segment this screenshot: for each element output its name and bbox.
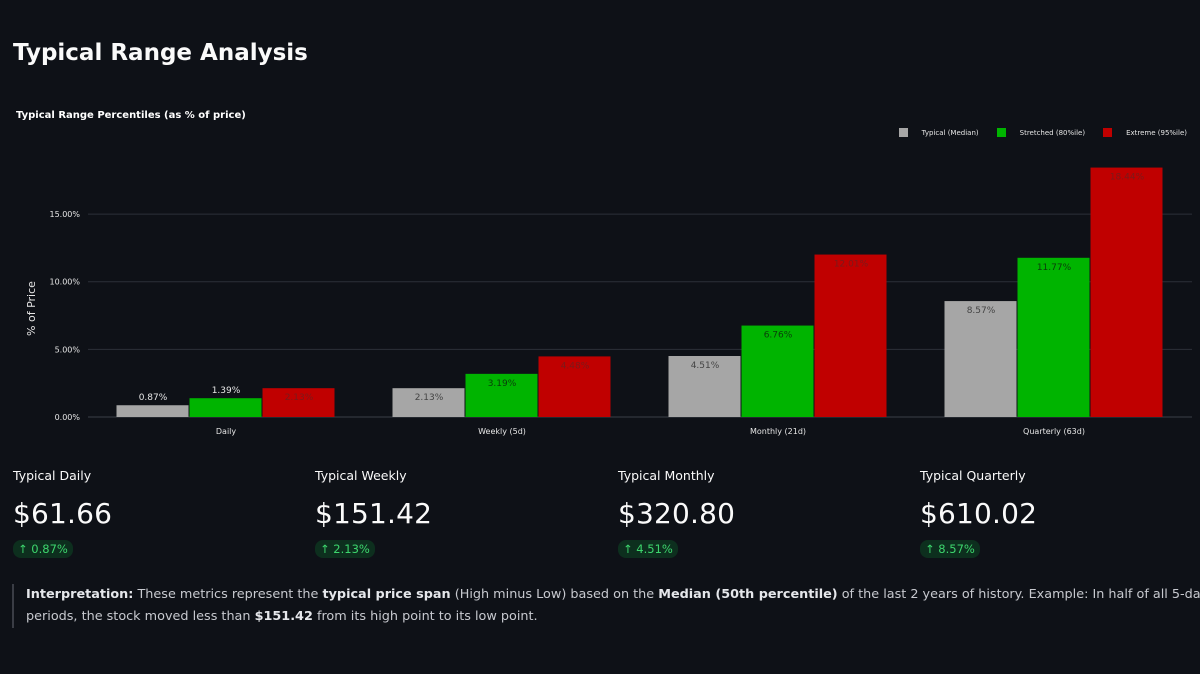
x-tick-label: Monthly (21d) [750, 427, 806, 436]
metric-label: Typical Weekly [315, 468, 407, 483]
metric-monthly: Typical Monthly $320.80 ↑ 4.51% [618, 468, 908, 558]
metric-label: Typical Daily [13, 468, 92, 483]
metric-delta: ↑ 4.51% [618, 540, 678, 558]
data-label: 2.13% [285, 393, 314, 403]
interp-text: (High minus Low) based on the [450, 587, 659, 602]
bar [538, 356, 611, 417]
x-tick-label: Weekly (5d) [478, 427, 526, 436]
bar-chart: 0.00% 5.00% 10.00% 15.00% % of Price 0.87% 1.3… [25, 167, 1192, 436]
metric-daily: Typical Daily $61.66 ↑ 0.87% [13, 468, 303, 558]
legend-item-extreme[interactable]: Extreme (95%ile) [1103, 128, 1187, 137]
legend-label-extreme: Extreme (95%ile) [1126, 128, 1187, 137]
bar [814, 254, 887, 417]
interp-bold: $151.42 [254, 609, 313, 624]
bar [465, 373, 538, 417]
interp-bold: typical price span [322, 587, 451, 602]
y-tick-label: 15.00% [49, 210, 80, 219]
bar [668, 355, 741, 417]
bar [116, 405, 189, 417]
data-label: 11.77% [1037, 263, 1072, 273]
legend-item-stretched[interactable]: Stretched (80%ile) [996, 128, 1086, 137]
bar [189, 398, 262, 417]
data-label: 3.19% [488, 379, 517, 389]
data-label: 1.39% [212, 386, 241, 396]
bar [1090, 167, 1163, 417]
chart-legend: Typical (Median) Stretched (80%ile) Extr… [881, 128, 1187, 137]
legend-swatch-extreme [1103, 128, 1113, 137]
metric-delta: ↑ 8.57% [920, 540, 980, 558]
page-title: Typical Range Analysis [13, 40, 308, 66]
data-label: 4.51% [691, 361, 720, 371]
legend-swatch-typical [898, 128, 908, 137]
bar [1017, 257, 1090, 417]
y-tick-label: 0.00% [55, 413, 81, 422]
interp-text: These metrics represent the [133, 587, 323, 602]
interp-text: from its high point to its low point. [312, 609, 538, 624]
legend-label-typical: Typical (Median) [921, 128, 979, 137]
metric-label: Typical Quarterly [920, 468, 1026, 483]
metric-weekly: Typical Weekly $151.42 ↑ 2.13% [315, 468, 605, 558]
y-tick-label: 5.00% [55, 345, 81, 354]
bar [741, 325, 814, 417]
data-label: 4.48% [561, 361, 590, 371]
data-label: 0.87% [139, 393, 168, 403]
chart-title: Typical Range Percentiles (as % of price… [16, 110, 246, 121]
interp-lead: Interpretation: [26, 587, 134, 602]
metric-quarterly: Typical Quarterly $610.02 ↑ 8.57% [920, 468, 1200, 558]
interp-text: of the last 2 years of history. Example:… [26, 587, 1200, 624]
metric-delta: ↑ 2.13% [315, 540, 375, 558]
metric-value: $151.42 [315, 497, 433, 530]
bar [262, 388, 335, 417]
x-tick-label: Daily [216, 427, 237, 436]
legend-item-typical[interactable]: Typical (Median) [898, 128, 979, 137]
data-label: 18.44% [1110, 173, 1145, 183]
legend-label-stretched: Stretched (80%ile) [1019, 128, 1086, 137]
metric-value: $61.66 [13, 497, 113, 530]
bar [944, 301, 1017, 417]
data-label: 12.01% [834, 260, 869, 270]
y-tick-label: 10.00% [49, 278, 80, 287]
bar [392, 388, 465, 417]
metric-label: Typical Monthly [618, 468, 715, 483]
metric-value: $610.02 [920, 497, 1038, 530]
metric-value: $320.80 [618, 497, 736, 530]
interp-bold: Median (50th percentile) [658, 587, 838, 602]
data-label: 6.76% [764, 331, 793, 341]
y-axis-label: % of Price [25, 281, 38, 336]
legend-swatch-stretched [996, 128, 1006, 137]
data-label: 2.13% [415, 393, 444, 403]
x-tick-label: Quarterly (63d) [1023, 427, 1085, 436]
data-label: 8.57% [967, 306, 996, 316]
interpretation-note: Interpretation: These metrics represent … [12, 584, 1200, 628]
metric-delta: ↑ 0.87% [13, 540, 73, 558]
